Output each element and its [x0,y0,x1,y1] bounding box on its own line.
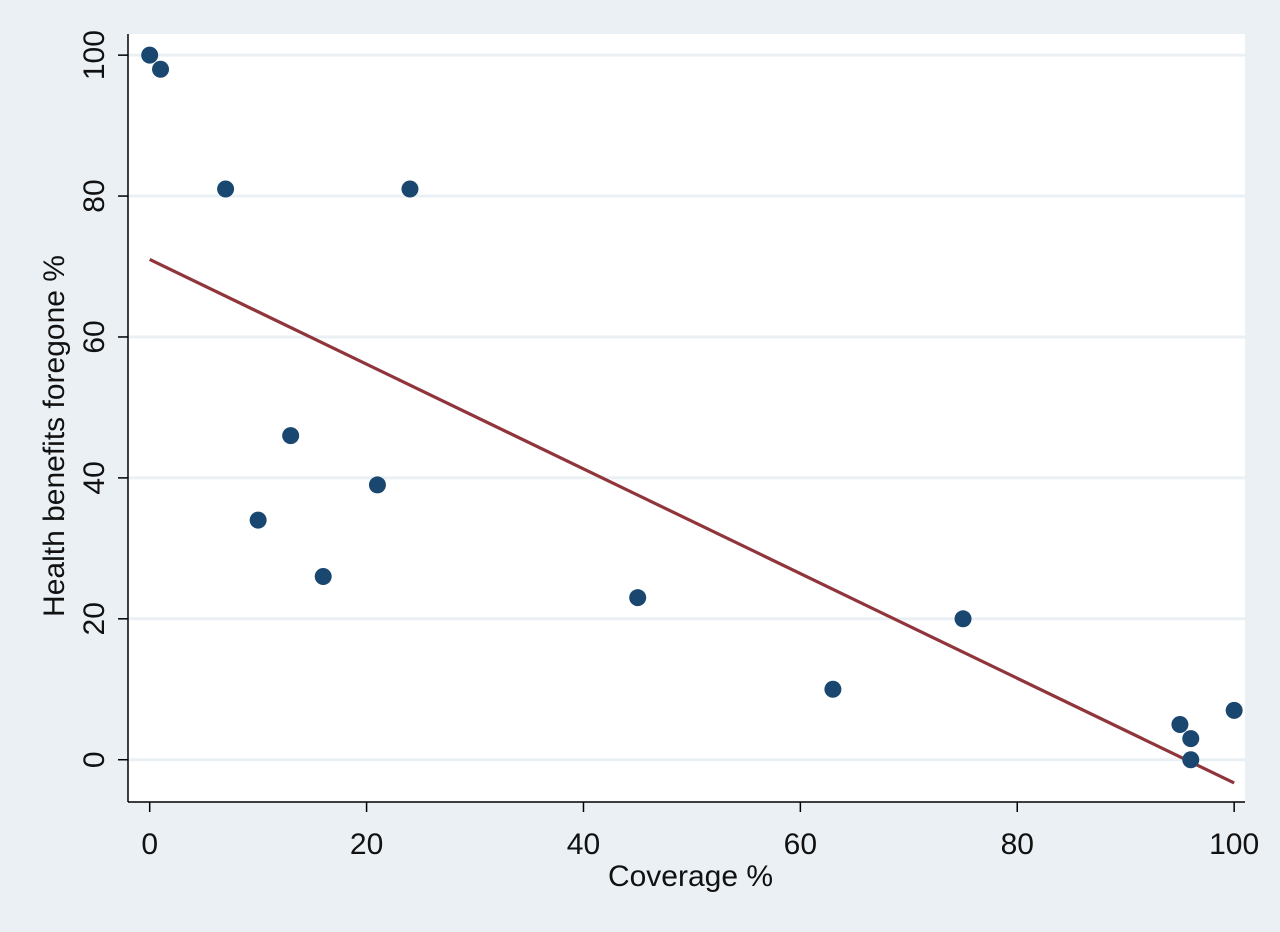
y-tick-label-80: 80 [78,179,111,212]
data-point-3 [401,180,419,198]
data-point-14 [1225,701,1243,719]
y-tick-label-40: 40 [78,461,111,494]
data-point-6 [249,511,267,529]
tick-labels: 0 20 40 60 80 100 0 20 40 60 80 100 [78,30,1259,861]
x-tick-label-40: 40 [567,828,600,861]
data-point-11 [1171,715,1189,733]
data-point-1 [152,60,170,78]
x-tick-label-20: 20 [350,828,383,861]
data-point-9 [954,610,972,628]
data-point-12 [1182,730,1200,748]
x-tick-label-100: 100 [1209,828,1259,861]
y-tick-label-100: 100 [78,30,111,80]
grid [128,53,1245,762]
x-axis-title: Coverage % [608,860,773,893]
data-point-0 [141,46,159,64]
data-point-10 [824,680,842,698]
y-tick-label-20: 20 [78,602,111,635]
data-point-4 [282,427,300,445]
fit-line [148,258,1235,785]
data-point-5 [368,476,386,494]
x-tick-label-60: 60 [784,828,817,861]
data-point-13 [1182,751,1200,769]
axes [118,34,1245,812]
x-tick-label-80: 80 [1001,828,1034,861]
y-tick-label-0: 0 [78,751,111,768]
data-point-7 [314,568,332,586]
plot-area [128,34,1245,802]
x-tick-label-0: 0 [141,828,158,861]
points [141,46,1243,769]
data-point-8 [629,589,647,607]
y-tick-label-60: 60 [78,320,111,353]
data-point-2 [217,180,235,198]
fit-line-layer [148,258,1235,785]
y-axis-title: Health benefits foregone % [38,255,71,617]
